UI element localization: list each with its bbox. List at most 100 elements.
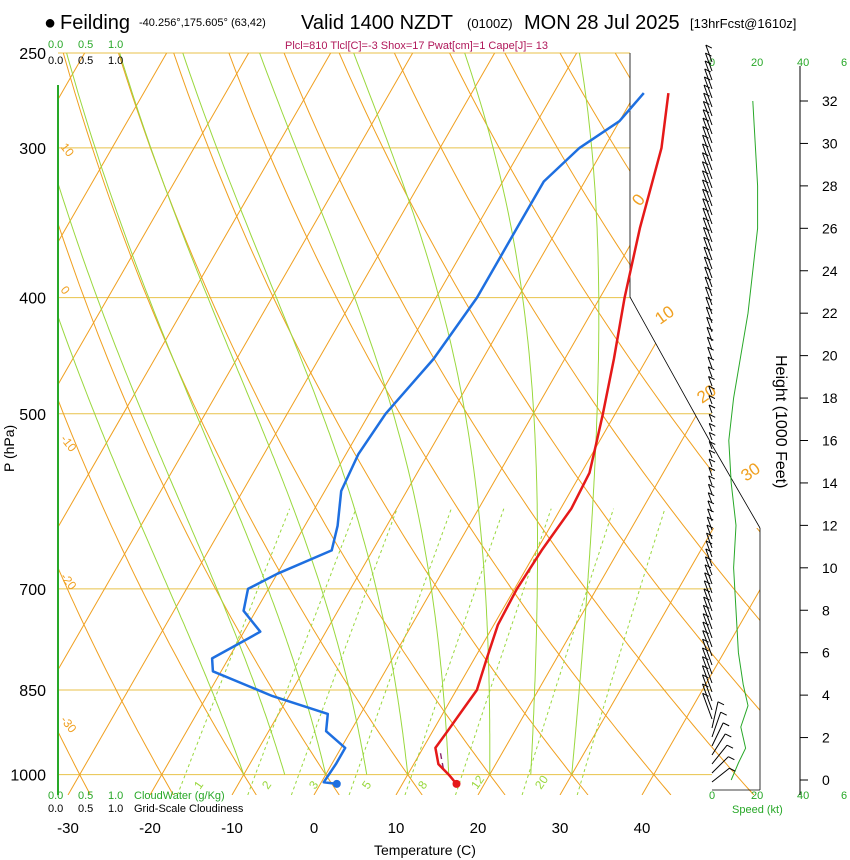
- mixing-ratio-line: [176, 508, 291, 795]
- wind-barb: [706, 516, 713, 531]
- wind-barb-flag: [702, 170, 709, 175]
- wind-barb-flag: [709, 422, 716, 427]
- isotherm-line: [58, 53, 168, 795]
- wind-barb: [702, 189, 713, 216]
- mixing-ratio-line: [576, 508, 666, 795]
- wind-barb-flag: [704, 276, 712, 281]
- wind-barb: [708, 395, 713, 405]
- wind-barb: [708, 414, 713, 423]
- moist-adiabat-line: [259, 53, 450, 775]
- wind-barb: [702, 179, 713, 207]
- wind-barb-flag: [707, 508, 714, 513]
- x-tick-labels: -30 -20 -10 0 10 20 30 40: [57, 820, 650, 837]
- mixing-ratio-label: 2: [259, 778, 274, 792]
- wind-barb-flag: [704, 60, 712, 65]
- wind-barb: [707, 500, 713, 513]
- wind-barb: [711, 756, 729, 774]
- wind-barb: [708, 385, 713, 396]
- wind-barb: [711, 767, 730, 783]
- dry-adiabat-line: [836, 53, 850, 795]
- wind-barb: [702, 605, 713, 630]
- cloudwater-tick: 0.5: [78, 39, 93, 51]
- wind-barb-flag: [703, 596, 710, 601]
- plot-frame: [629, 53, 761, 529]
- x-tick-label: 20: [470, 820, 487, 837]
- dry-adiabat-label: 0: [58, 283, 73, 297]
- height-tick-label: 4: [822, 687, 830, 703]
- dry-adiabat-label: -30: [58, 713, 80, 736]
- wind-barb-flag: [722, 722, 730, 727]
- cloudiness-tick: 0.5: [78, 803, 93, 815]
- wind-barb-flag: [702, 198, 709, 203]
- height-tick-label: 2: [822, 730, 830, 746]
- wind-barb-flag: [705, 296, 713, 301]
- dry-adiabat-line: [173, 53, 589, 795]
- temperature-line: [434, 92, 670, 785]
- wind-barb-flag: [705, 540, 713, 545]
- mixing-ratio-label: 12: [468, 772, 487, 791]
- speed-tick-top: 40: [797, 57, 809, 69]
- height-tick-label: 32: [822, 93, 838, 109]
- wind-barb-flag: [706, 306, 713, 311]
- surface-dewpoint-marker: [332, 779, 341, 788]
- speed-tick-bottom: 20: [751, 790, 763, 802]
- pressure-tick-label: 250: [19, 46, 46, 63]
- y-axis-label: P (hPa): [1, 425, 17, 472]
- height-tick-label: 26: [822, 220, 838, 236]
- wind-barb: [701, 665, 713, 693]
- speed-label: Speed (kt): [732, 804, 783, 816]
- height-tick-label: 16: [822, 433, 838, 449]
- isotherm-label: 20: [693, 381, 719, 407]
- wind-barb-flag: [707, 516, 714, 521]
- dry-adiabat-line: [393, 53, 760, 795]
- speed-tick-bottom: 0: [709, 790, 715, 802]
- isotherm-line: [58, 53, 414, 795]
- wind-barb: [702, 101, 713, 126]
- wind-barb-flag: [708, 475, 715, 480]
- x-tick-label: -10: [221, 820, 243, 837]
- x-tick-label: 0: [310, 820, 318, 837]
- wind-barb: [701, 152, 713, 180]
- wind-barb-flag: [705, 44, 713, 49]
- wind-speed-line: [728, 100, 759, 781]
- dry-adiabat-line: [449, 53, 760, 795]
- wind-barb: [705, 548, 713, 567]
- cloudwater-top-ticks: 0.0 0.5 1.0 0.0 0.5 1.0: [48, 39, 123, 67]
- wind-barb-flag: [707, 336, 714, 341]
- wind-barb-flag: [702, 613, 710, 618]
- mixing-ratio-label: 20: [532, 772, 551, 791]
- isotherm-line: [58, 53, 250, 795]
- wind-barb-flag: [704, 68, 711, 73]
- wind-barb-flag: [702, 152, 709, 157]
- wind-barb: [708, 432, 713, 441]
- dry-adiabat-label: -10: [58, 432, 80, 455]
- wind-barb-flag: [703, 84, 711, 89]
- cloudwater-bottom-ticks: 0.0 0.5 1.0 CloudWater (g/Kg) 0.0 0.5 1.…: [48, 790, 244, 815]
- wind-barb: [702, 613, 713, 639]
- station-name: Feilding: [60, 12, 130, 34]
- wind-barb: [702, 630, 713, 657]
- moist-adiabat-line: [571, 53, 600, 775]
- wind-barb: [701, 161, 713, 189]
- height-tick-label: 18: [822, 390, 838, 406]
- wind-barb-flag: [704, 564, 712, 569]
- wind-barb: [708, 376, 713, 387]
- dry-adiabat-line: [338, 53, 760, 795]
- wind-barb-flag: [702, 134, 709, 139]
- speed-tick-bottom: 40: [797, 790, 809, 802]
- isotherm-line: [0, 53, 3, 795]
- isotherm-label: 30: [737, 459, 763, 485]
- wind-barb-flag: [707, 356, 715, 361]
- wind-barb: [702, 693, 713, 720]
- wind-barb: [708, 475, 713, 486]
- wind-barb: [706, 532, 713, 549]
- wind-barb-flag: [704, 256, 711, 261]
- cloudwater-tick: 0.5: [78, 790, 93, 802]
- pressure-tick-label: 300: [19, 141, 46, 158]
- dry-adiabat-line: [559, 53, 760, 795]
- wind-barb: [708, 467, 713, 477]
- isotherm-line: [231, 53, 660, 795]
- height-tick-label: 12: [822, 517, 838, 533]
- moist-adiabat-line: [58, 53, 286, 775]
